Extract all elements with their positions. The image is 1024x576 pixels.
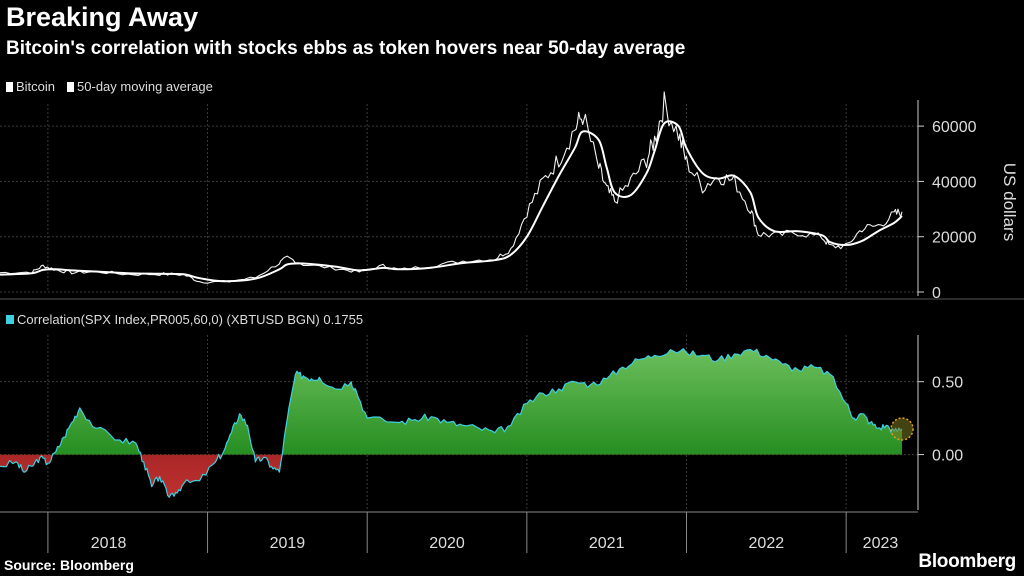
price-ylabel: US dollars — [1000, 163, 1019, 241]
corr-ytick-label-0.5: 0.50 — [932, 375, 963, 392]
correlation-legend: Correlation(SPX Index,PR005,60,0) (XBTUS… — [6, 312, 363, 327]
price-ytick-label-40000: 40000 — [932, 174, 977, 191]
x-tick-label-2018: 2018 — [91, 535, 127, 552]
series-bitcoin-line — [0, 91, 903, 284]
last-value-highlight — [890, 417, 914, 441]
price-ytick-label-0: 0 — [932, 285, 941, 302]
legend-swatch-correlation — [6, 315, 14, 324]
chart-title: Breaking Away — [6, 2, 199, 32]
x-tick-label-2020: 2020 — [429, 535, 465, 552]
chart-subtitle: Bitcoin's correlation with stocks ebbs a… — [6, 38, 686, 59]
legend-item-bitcoin: Bitcoin — [6, 79, 55, 94]
correlation-plot — [0, 348, 914, 498]
x-axis: 2018 2019 2020 2021 2022 2023 — [0, 511, 918, 553]
correlation-positive-area — [52, 348, 902, 455]
price-ytick-label-60000: 60000 — [932, 119, 977, 136]
bloomberg-logo: Bloomberg — [918, 551, 1016, 572]
correlation-line — [0, 348, 903, 498]
x-tick-label-2019: 2019 — [270, 535, 306, 552]
legend-swatch-bitcoin — [6, 82, 13, 92]
legend-label-correlation: Correlation(SPX Index,PR005,60,0) (XBTUS… — [17, 312, 364, 327]
legend-item-moving-average: 50-day moving average — [67, 79, 213, 94]
legend-swatch-moving-average — [67, 82, 75, 92]
source-note: Source: Bloomberg — [4, 557, 134, 573]
x-tick-label-2023: 2023 — [863, 535, 899, 552]
price-legend: Bitcoin 50-day moving average — [6, 79, 213, 94]
legend-label-bitcoin: Bitcoin — [16, 79, 56, 94]
correlation-negative-area — [0, 454, 902, 498]
price-plot — [0, 91, 903, 284]
legend-label-moving-average: 50-day moving average — [77, 79, 213, 94]
price-grid: 0 20000 40000 60000 — [0, 100, 1024, 302]
x-tick-label-2021: 2021 — [589, 535, 625, 552]
series-moving-average-line — [0, 120, 903, 283]
x-tick-label-2022: 2022 — [749, 535, 785, 552]
price-ytick-label-20000: 20000 — [932, 230, 977, 247]
corr-ytick-label-0: 0.00 — [932, 448, 963, 465]
